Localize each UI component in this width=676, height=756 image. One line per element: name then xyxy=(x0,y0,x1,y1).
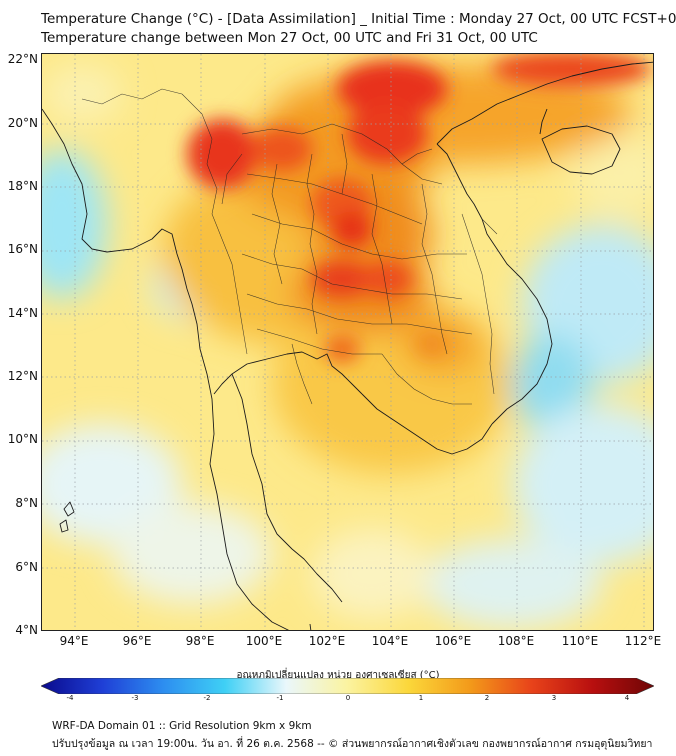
colorbar-tick: 1 xyxy=(418,694,424,702)
coastlines xyxy=(42,61,653,630)
lon-label-108: 108°E xyxy=(497,634,535,648)
lon-label-106: 106°E xyxy=(434,634,472,648)
colorbar-tick: 2 xyxy=(484,694,490,702)
colorbar-tick: -4 xyxy=(66,694,74,702)
colorbar-tick: -2 xyxy=(203,694,211,702)
lat-label-6: 6°N xyxy=(15,560,38,574)
lat-label-20: 20°N xyxy=(7,116,38,130)
lon-label-98: 98°E xyxy=(185,634,215,648)
lat-label-14: 14°N xyxy=(7,306,38,320)
lon-label-96: 96°E xyxy=(122,634,152,648)
lat-label-10: 10°N xyxy=(7,432,38,446)
map-subtitle: Temperature change between Mon 27 Oct, 0… xyxy=(41,30,538,46)
colorbar-tick: 4 xyxy=(624,694,630,702)
colorbar-ramp xyxy=(41,678,654,694)
colorbar xyxy=(41,678,654,694)
colorbar-tick: -3 xyxy=(131,694,139,702)
map-title: Temperature Change (°C) - [Data Assimila… xyxy=(41,11,676,27)
colorbar-tick: -1 xyxy=(276,694,284,702)
footer-model-info: WRF-DA Domain 01 :: Grid Resolution 9km … xyxy=(52,720,312,732)
colorbar-tick: 0 xyxy=(345,694,351,702)
lat-label-4: 4°N xyxy=(15,623,38,637)
hot-spots xyxy=(187,54,652,363)
lat-label-8: 8°N xyxy=(15,496,38,510)
colorbar-tick: 3 xyxy=(551,694,557,702)
graticule xyxy=(42,54,653,630)
temperature-change-map xyxy=(41,53,654,631)
lon-label-94: 94°E xyxy=(59,634,89,648)
lon-label-100: 100°E xyxy=(245,634,283,648)
lon-label-104: 104°E xyxy=(371,634,409,648)
colorbar-title: อุณหภูมิเปลี่ยนแปลง หน่วย องศาเซลเซียส (… xyxy=(236,670,440,681)
lat-label-12: 12°N xyxy=(7,369,38,383)
lat-label-16: 16°N xyxy=(7,242,38,256)
lon-label-110: 110°E xyxy=(561,634,599,648)
lon-label-102: 102°E xyxy=(308,634,346,648)
lon-label-112: 112°E xyxy=(624,634,662,648)
lat-label-22: 22°N xyxy=(7,52,38,66)
lat-label-18: 18°N xyxy=(7,179,38,193)
footer-update-info: ปรับปรุงข้อมูล ณ เวลา 19:00น. วัน อา. ที… xyxy=(52,738,653,750)
admin-boundaries xyxy=(81,88,498,405)
map-canvas xyxy=(42,54,653,630)
